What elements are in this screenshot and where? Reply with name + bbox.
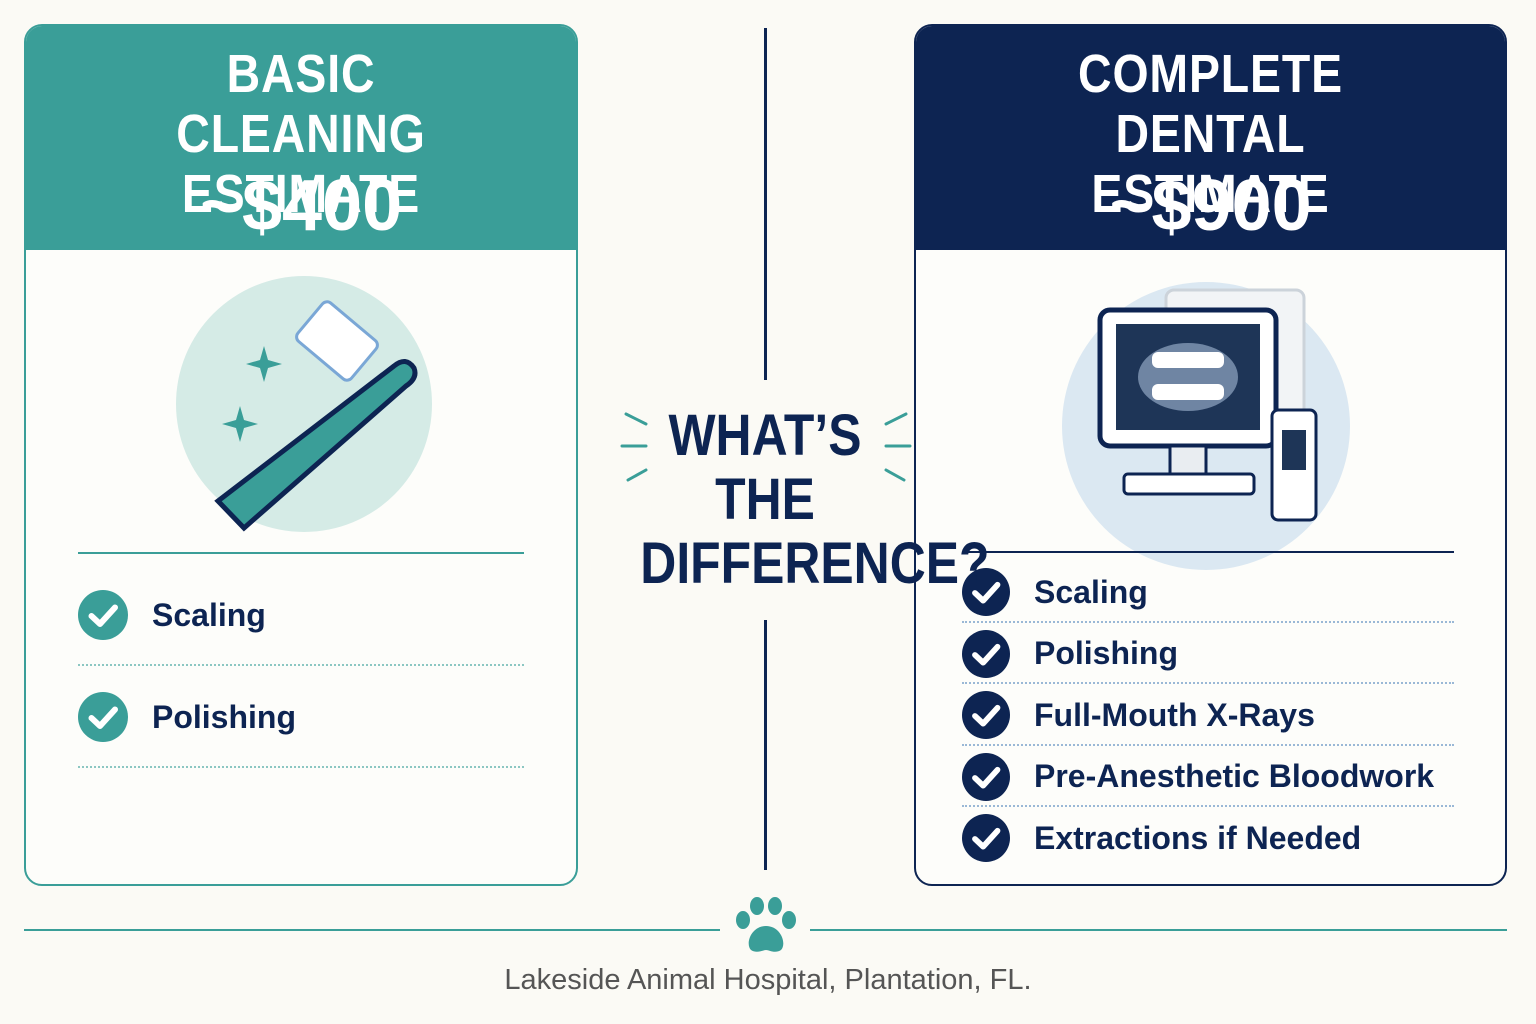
footer-text: Lakeside Animal Hospital, Plantation, FL… bbox=[504, 964, 1032, 996]
complete-card: COMPLETE DENTAL ESTIMATE ~$900 Scaling Po… bbox=[914, 24, 1507, 886]
card-header: BASIC CLEANING ESTIMATE ~$400 bbox=[26, 26, 576, 250]
card-price: ~$900 bbox=[1109, 166, 1312, 246]
item-label: Scaling bbox=[1034, 573, 1148, 610]
check-icon bbox=[78, 692, 128, 742]
section-rule bbox=[78, 552, 524, 554]
item-separator bbox=[78, 664, 524, 666]
accent-marks bbox=[620, 412, 912, 482]
checklist-item: Extractions if Needed bbox=[962, 814, 1361, 862]
toothbrush-icon bbox=[176, 276, 432, 532]
item-label: Polishing bbox=[1034, 635, 1178, 671]
card-title: COMPLETE DENTAL ESTIMATE bbox=[1078, 44, 1343, 224]
item-separator bbox=[962, 620, 1454, 623]
section-rule bbox=[962, 551, 1454, 553]
checklist-item: Polishing bbox=[78, 692, 296, 742]
check-icon bbox=[962, 691, 1010, 739]
paw-icon bbox=[736, 897, 796, 952]
item-label: Pre-Anesthetic Bloodwork bbox=[1034, 758, 1435, 794]
item-separator bbox=[962, 805, 1454, 808]
card-header: COMPLETE DENTAL ESTIMATE ~$900 bbox=[916, 26, 1505, 250]
check-icon bbox=[962, 814, 1010, 862]
item-label: Scaling bbox=[152, 596, 266, 633]
checklist-item: Scaling bbox=[962, 568, 1148, 616]
card-price: ~$400 bbox=[199, 166, 403, 246]
check-icon bbox=[962, 752, 1010, 801]
divider-line bbox=[764, 28, 767, 380]
footer-rule bbox=[24, 929, 720, 931]
item-label: Polishing bbox=[152, 698, 296, 735]
card-title: BASIC CLEANING ESTIMATE bbox=[176, 44, 426, 224]
xray-monitor-icon bbox=[1062, 282, 1350, 570]
footer-rule bbox=[810, 929, 1507, 931]
item-separator bbox=[962, 682, 1454, 685]
center-heading: WHAT’S THE DIFFERENCE? bbox=[640, 403, 990, 596]
checklist-item: Pre-Anesthetic Bloodwork bbox=[962, 752, 1435, 801]
item-separator bbox=[78, 766, 524, 768]
checklist-item: Full-Mouth X-Rays bbox=[962, 691, 1315, 739]
check-icon bbox=[78, 590, 128, 640]
check-icon bbox=[962, 629, 1010, 678]
item-label: Full-Mouth X-Rays bbox=[1034, 696, 1315, 733]
item-label: Extractions if Needed bbox=[1034, 819, 1362, 856]
divider-line bbox=[764, 620, 767, 870]
checklist-item: Scaling bbox=[78, 590, 266, 640]
checklist-item: Polishing bbox=[962, 629, 1178, 678]
item-separator bbox=[962, 743, 1454, 746]
basic-card: BASIC CLEANING ESTIMATE ~$400 Scaling Pol… bbox=[24, 24, 578, 886]
check-icon bbox=[962, 568, 1010, 616]
